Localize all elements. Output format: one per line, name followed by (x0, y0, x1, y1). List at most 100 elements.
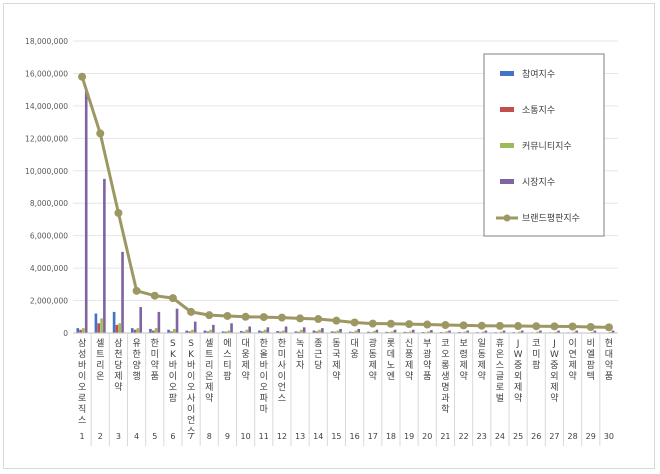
bar-커뮤니티지수 (191, 329, 194, 333)
bar-소통지수 (97, 323, 101, 333)
bar-참여지수 (149, 328, 152, 333)
bar-시장지수 (230, 323, 233, 333)
bar-소통지수 (79, 329, 82, 333)
legend-swatch (500, 143, 514, 148)
x-rank-label: 29 (586, 432, 596, 441)
point-브랜드평판지수 (259, 313, 268, 322)
bar-시장지수 (393, 329, 397, 333)
bar-참여지수 (130, 328, 134, 333)
x-rank-label: 3 (116, 432, 121, 441)
point-브랜드평판지수 (332, 316, 341, 325)
point-브랜드평판지수 (314, 315, 323, 324)
bar-참여지수 (167, 329, 170, 333)
bar-커뮤니티지수 (572, 331, 576, 333)
bar-커뮤니티지수 (281, 330, 285, 333)
point-브랜드평판지수 (604, 323, 613, 332)
bar-커뮤니티지수 (554, 331, 558, 333)
point-브랜드평판지수 (96, 129, 105, 138)
bar-시장지수 (575, 330, 579, 333)
bar-커뮤니티지수 (518, 331, 521, 333)
x-rank-label: 20 (422, 432, 432, 441)
bar-커뮤니티지수 (390, 331, 394, 333)
x-rank-label: 12 (277, 432, 287, 441)
bar-소통지수 (188, 331, 191, 333)
bar-커뮤니티지수 (499, 331, 503, 333)
point-브랜드평판지수 (495, 321, 504, 330)
x-rank-label: 18 (386, 432, 396, 441)
y-tick-label: 12,000,000 (25, 134, 68, 143)
bar-커뮤니티지수 (263, 329, 267, 333)
brand-index-line (78, 72, 613, 332)
y-tick-label: 8,000,000 (30, 199, 68, 208)
point-브랜드평판지수 (459, 321, 468, 330)
point-브랜드평판지수 (514, 322, 523, 331)
x-rank-label: 1 (80, 432, 85, 441)
bar-소통지수 (297, 331, 300, 333)
point-브랜드평판지수 (132, 286, 141, 295)
bar-커뮤니티지수 (463, 331, 467, 333)
y-tick-label: 0 (63, 329, 68, 338)
y-tick-label: 10,000,000 (25, 167, 68, 176)
bar-참여지수 (294, 331, 298, 333)
bar-소통지수 (115, 324, 119, 333)
bar-시장지수 (193, 321, 197, 333)
legend-swatch-marker (503, 214, 511, 222)
point-브랜드평판지수 (368, 319, 377, 328)
bar-커뮤니티지수 (100, 318, 103, 333)
bar-커뮤니티지수 (354, 330, 358, 333)
bar-참여지수 (403, 331, 407, 333)
x-rank-label: 22 (458, 432, 468, 441)
bar-커뮤니티지수 (481, 331, 485, 333)
x-rank-label: 4 (134, 432, 139, 441)
x-rank-label: 24 (495, 432, 505, 441)
x-rank-label: 23 (477, 432, 487, 441)
bar-시장지수 (139, 307, 143, 333)
x-axis: 삼 성 바 이 오 로 직 스 1 셀 트 리 온 2 삼 천 당 제 약 3 유 한 양 행 4 한 미 약 품 5 S K 바 이 오 팜 6 S K 바… (73, 332, 618, 446)
legend-label: 커뮤니티지수 (522, 141, 572, 152)
x-rank-label: 8 (207, 432, 212, 441)
legend-swatch (500, 107, 514, 112)
x-rank-label: 5 (152, 432, 157, 441)
bar-소통지수 (260, 331, 264, 333)
bars (76, 91, 615, 333)
gridlines (73, 40, 618, 302)
point-브랜드평판지수 (386, 319, 395, 328)
y-tick-label: 18,000,000 (25, 37, 68, 46)
point-브랜드평판지수 (568, 322, 577, 331)
bar-커뮤니티지수 (536, 331, 539, 333)
bar-시장지수 (539, 330, 542, 333)
point-브랜드평판지수 (441, 321, 450, 330)
bar-참여지수 (76, 328, 80, 333)
point-브랜드평판지수 (168, 294, 177, 303)
bar-참여지수 (94, 313, 98, 333)
bar-커뮤니티지수 (427, 331, 430, 333)
legend-label: 참여지수 (522, 68, 555, 80)
bar-소통지수 (279, 331, 282, 333)
bar-시장지수 (302, 327, 306, 333)
point-브랜드평판지수 (296, 314, 305, 323)
bar-커뮤니티지수 (318, 329, 321, 333)
bar-시장지수 (266, 327, 270, 333)
point-브랜드평판지수 (550, 322, 559, 331)
point-브랜드평판지수 (423, 320, 432, 329)
bar-참여지수 (276, 331, 279, 333)
y-tick-label: 6,000,000 (30, 232, 68, 241)
bar-커뮤니티지수 (336, 330, 340, 333)
point-브랜드평판지수 (205, 311, 214, 320)
x-rank-label: 17 (368, 432, 378, 441)
